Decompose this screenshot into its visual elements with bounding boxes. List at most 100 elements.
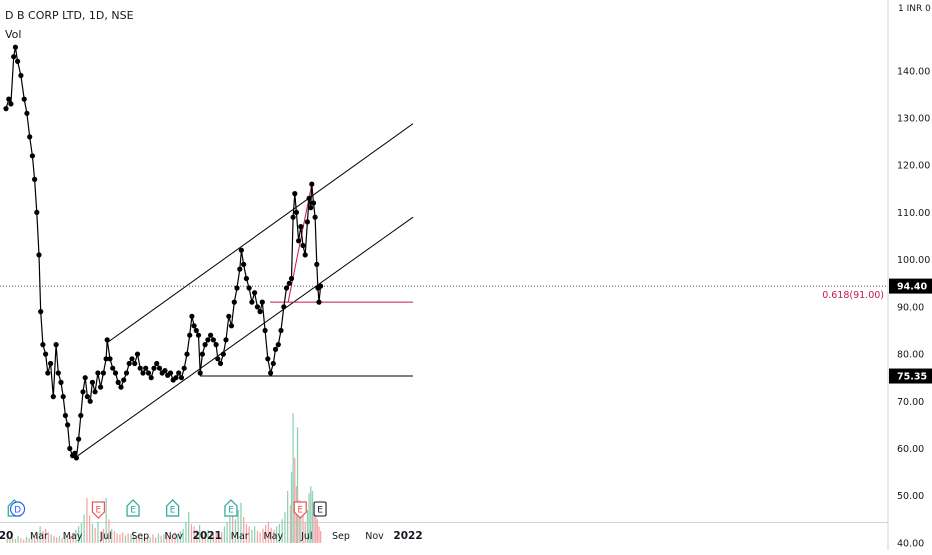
event-marker-letter: D bbox=[14, 506, 21, 516]
x-tick-label: 2021 bbox=[193, 530, 222, 542]
price-point-26 bbox=[67, 445, 73, 452]
volume-bar-21 bbox=[64, 536, 66, 543]
volume-bar-110 bbox=[300, 505, 302, 543]
price-point-5 bbox=[15, 58, 21, 64]
volume-bar-120 bbox=[318, 526, 320, 543]
dividend-marker-icon bbox=[9, 501, 26, 517]
volume-bar-105 bbox=[292, 413, 294, 543]
price-point-18 bbox=[48, 360, 54, 367]
volume-bar-96 bbox=[270, 527, 272, 543]
price-point-111 bbox=[286, 280, 292, 286]
volume-bar-48 bbox=[138, 536, 140, 543]
price-point-48 bbox=[121, 377, 127, 383]
event-marker-letter: E bbox=[130, 506, 136, 516]
price-point-24 bbox=[62, 412, 68, 419]
price-point-115 bbox=[293, 209, 299, 215]
price-axis[interactable]: 40.00 50.00 60.00 70.00 80.00 90.00 100.00 110.… bbox=[889, 66, 932, 549]
channel-line-0[interactable] bbox=[77, 216, 414, 456]
volume-bar-119 bbox=[316, 519, 318, 543]
price-point-45 bbox=[112, 370, 119, 376]
volume-bar-99 bbox=[278, 524, 281, 543]
volume-bar-113 bbox=[306, 509, 309, 543]
price-point-3 bbox=[11, 54, 17, 60]
event-marker-earnings-teal-5[interactable]: E bbox=[224, 499, 238, 517]
volume-bar-115 bbox=[310, 486, 312, 543]
price-point-15 bbox=[40, 342, 46, 348]
unit-label: INR bbox=[906, 4, 923, 14]
price-point-55 bbox=[140, 370, 146, 376]
channel-line-1[interactable] bbox=[107, 123, 414, 343]
price-point-120 bbox=[304, 219, 310, 225]
volume-bar-2 bbox=[12, 537, 14, 543]
price-point-105 bbox=[270, 360, 276, 367]
series-layer bbox=[3, 44, 324, 461]
time-axis[interactable]: 20 Mar May Jul Sep Nov 2021 Mar May Jul Sep Nov 2022 bbox=[0, 530, 423, 542]
volume-bar-52 bbox=[149, 536, 151, 543]
price-point-1 bbox=[6, 96, 12, 102]
price-label-box-1 bbox=[889, 368, 932, 384]
price-point-96 bbox=[246, 285, 252, 291]
volume-bar-91 bbox=[256, 531, 259, 543]
x-tick-label: Jul bbox=[99, 531, 111, 542]
event-marker-earnings-red-2[interactable]: E bbox=[91, 501, 105, 519]
volume-bar-80 bbox=[226, 521, 228, 543]
price-point-16 bbox=[43, 351, 49, 357]
earnings-marker-icon bbox=[293, 501, 307, 519]
x-tick-label: May bbox=[63, 531, 83, 542]
price-label-box-0 bbox=[889, 278, 932, 294]
volume-bar-83 bbox=[234, 519, 237, 543]
price-point-88 bbox=[226, 313, 232, 319]
price-point-107 bbox=[275, 342, 281, 348]
price-point-32 bbox=[80, 389, 86, 395]
volume-bar-17 bbox=[53, 535, 55, 543]
price-point-8 bbox=[24, 110, 30, 116]
price-point-60 bbox=[154, 360, 160, 367]
volume-bar-121 bbox=[320, 531, 322, 543]
event-marker-earnings-red-6[interactable]: E bbox=[293, 501, 307, 519]
event-marker-earnings-teal-3[interactable]: E bbox=[126, 499, 140, 517]
volume-bar-22 bbox=[67, 537, 69, 543]
price-point-74 bbox=[191, 323, 197, 329]
volume-bar-27 bbox=[80, 523, 83, 543]
price-point-128 bbox=[316, 299, 322, 305]
price-point-78 bbox=[199, 351, 205, 357]
price-point-0 bbox=[3, 106, 9, 112]
volume-bar-15 bbox=[47, 532, 50, 543]
volume-bar-53 bbox=[152, 534, 154, 543]
volume-bar-14 bbox=[45, 528, 47, 543]
event-marker-earnings-teal-4[interactable]: E bbox=[166, 499, 180, 517]
price-point-98 bbox=[252, 290, 258, 296]
price-point-116 bbox=[296, 238, 302, 244]
fib-swing-line[interactable] bbox=[287, 184, 313, 303]
volume-bar-100 bbox=[281, 519, 283, 543]
price-point-13 bbox=[36, 252, 42, 258]
y-tick-label: 130.00 bbox=[897, 114, 930, 125]
volume-bar-117 bbox=[313, 505, 315, 543]
volume-bar-79 bbox=[223, 526, 226, 543]
price-point-28 bbox=[72, 450, 78, 456]
volume-bar-30 bbox=[89, 515, 91, 543]
price-point-31 bbox=[78, 412, 84, 419]
price-point-44 bbox=[110, 365, 116, 371]
volume-indicator-label[interactable]: Vol bbox=[5, 28, 22, 41]
volume-bar-84 bbox=[237, 509, 239, 543]
x-tick-label: 20 bbox=[0, 530, 13, 542]
event-marker-dividend-blue-1[interactable]: D bbox=[9, 501, 26, 517]
volume-bar-67 bbox=[190, 524, 193, 543]
price-point-102 bbox=[262, 327, 268, 334]
volume-bar-76 bbox=[215, 531, 217, 543]
symbol-title[interactable]: D B CORP LTD, 1D, NSE bbox=[5, 9, 134, 22]
volume-bar-85 bbox=[240, 502, 242, 543]
price-point-20 bbox=[53, 342, 59, 348]
price-point-7 bbox=[21, 96, 27, 102]
volume-bar-106 bbox=[294, 457, 296, 543]
x-tick-label: Mar bbox=[231, 531, 249, 542]
event-marker-earnings-upcoming-7[interactable]: E bbox=[313, 501, 327, 517]
price-point-38 bbox=[95, 370, 101, 376]
x-tick-label: May bbox=[263, 531, 283, 542]
price-point-40 bbox=[100, 370, 106, 376]
volume-bar-62 bbox=[177, 534, 179, 543]
event-marker-letter: E bbox=[96, 506, 102, 516]
